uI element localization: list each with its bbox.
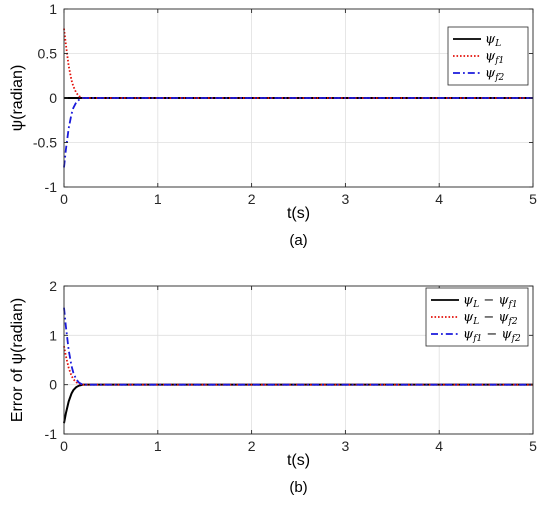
x-tick-label: 0 — [60, 191, 68, 207]
legend-label-main2: − ψ — [479, 310, 509, 325]
panel-caption: (a) — [289, 232, 307, 249]
series-line-3 — [63, 307, 533, 386]
legend-label-main: ψ — [485, 66, 496, 81]
legend-label-main: ψ — [463, 310, 474, 325]
legend-label-main: ψ — [485, 49, 496, 64]
legend-label-3: ψf1 − ψf2 — [463, 327, 521, 344]
y-axis-label: Error of ψ(radian) — [9, 298, 26, 422]
y-tick-label: 1 — [49, 1, 57, 17]
legend-label-sub: L — [494, 39, 501, 49]
legend-label-main: ψ — [485, 32, 496, 47]
x-tick-label: 3 — [342, 191, 350, 207]
panel-a: 0 1 2 3 4 510.50-0.5-1t(s)ψ(radian)(a)ψLψf1ψf… — [9, 1, 537, 249]
legend-label-1: ψL − ψf1 — [463, 293, 518, 310]
y-tick-label: 0.5 — [38, 46, 58, 62]
x-tick-label: 5 — [529, 191, 537, 207]
legend-label-sub2: f2 — [511, 334, 521, 344]
legend-label-sub: L — [472, 300, 479, 310]
x-tick-label: 2 — [248, 191, 256, 207]
x-axis-label: t(s) — [287, 205, 310, 222]
legend-label-sub: f1 — [494, 56, 504, 66]
legend-label-sub2: f2 — [508, 317, 518, 327]
x-tick-label: 1 — [154, 191, 162, 207]
legend-label-sub: f2 — [494, 73, 504, 83]
x-tick-label: 4 — [435, 438, 443, 454]
y-tick-label: 0 — [49, 90, 57, 106]
y-tick-label: -0.5 — [33, 135, 57, 151]
legend-label-2: ψf1 — [485, 49, 504, 66]
x-tick-label: 0 — [60, 438, 68, 454]
legend-label-sub: f1 — [472, 334, 482, 344]
y-tick-label: 0 — [49, 377, 57, 393]
y-tick-label: -1 — [45, 179, 58, 195]
y-tick-label: -1 — [45, 426, 58, 442]
series-line-2 — [63, 346, 533, 386]
legend-label-3: ψf2 — [485, 66, 505, 83]
legend-label-sub: L — [472, 317, 479, 327]
x-tick-label: 5 — [529, 438, 537, 454]
axes-box — [63, 285, 534, 435]
panel-caption: (b) — [289, 479, 307, 496]
legend-label-main: ψ — [463, 327, 474, 342]
x-tick-label: 3 — [342, 438, 350, 454]
legend-label-2: ψL − ψf2 — [463, 310, 518, 327]
x-axis-label: t(s) — [287, 452, 310, 469]
x-tick-label: 4 — [435, 191, 443, 207]
legend-label-main2: − ψ — [479, 293, 509, 308]
legend-label-sub2: f1 — [508, 300, 518, 310]
legend-label-main2: − ψ — [482, 327, 512, 342]
y-axis-label: ψ(radian) — [9, 65, 26, 132]
x-tick-label: 2 — [248, 438, 256, 454]
legend-label-main: ψ — [463, 293, 474, 308]
x-tick-label: 1 — [154, 438, 162, 454]
y-tick-label: 2 — [49, 278, 57, 294]
y-tick-label: 1 — [49, 327, 57, 343]
legend-label-1: ψL — [485, 32, 501, 49]
